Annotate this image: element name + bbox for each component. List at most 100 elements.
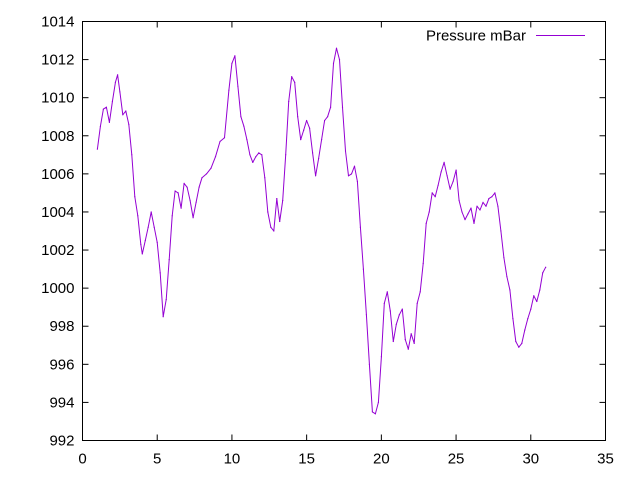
plot-frame	[82, 21, 606, 441]
data-point	[338, 59, 341, 61]
data-point	[114, 81, 116, 83]
data-point	[392, 340, 394, 343]
data-point	[297, 116, 299, 118]
y-tick-label: 998	[49, 318, 74, 335]
data-point	[279, 220, 281, 223]
data-point	[491, 196, 493, 198]
data-point	[144, 239, 146, 242]
data-point	[503, 257, 505, 259]
data-point	[542, 272, 544, 274]
x-tick-label: 15	[298, 451, 315, 468]
data-point	[318, 158, 320, 160]
data-point	[461, 211, 463, 213]
data-point	[377, 401, 379, 403]
data-point	[219, 140, 221, 143]
data-point	[264, 177, 266, 179]
data-point	[252, 161, 254, 163]
data-point	[150, 211, 152, 213]
data-point	[431, 192, 433, 194]
data-point	[108, 121, 110, 123]
data-point	[419, 291, 421, 293]
data-point	[416, 302, 418, 304]
data-point	[171, 215, 173, 217]
data-point	[389, 310, 391, 312]
data-point	[192, 217, 194, 219]
series-group	[96, 47, 547, 415]
data-point	[249, 154, 251, 156]
data-point	[174, 190, 176, 192]
y-tick-label: 1006	[41, 166, 74, 183]
x-tick-label: 5	[153, 451, 161, 468]
data-point	[153, 226, 155, 228]
data-point	[458, 199, 460, 202]
data-point	[303, 129, 305, 131]
data-point	[137, 215, 139, 217]
data-point	[125, 110, 127, 112]
data-point	[350, 173, 353, 175]
data-point	[261, 154, 263, 156]
data-point	[452, 180, 454, 183]
data-point	[332, 62, 335, 64]
x-axis: 0 5 10 15 20 25 30 35	[78, 21, 614, 468]
data-point	[359, 226, 361, 228]
x-tick-label: 0	[78, 451, 86, 468]
data-point	[398, 314, 400, 316]
data-point	[536, 300, 538, 303]
data-point	[443, 161, 445, 163]
data-point	[312, 152, 314, 154]
data-point	[341, 106, 344, 108]
y-tick-label: 992	[49, 433, 74, 450]
data-point	[315, 175, 317, 177]
data-point	[168, 259, 170, 261]
data-point	[177, 192, 179, 194]
data-point	[122, 114, 124, 116]
data-point	[395, 323, 397, 325]
data-point	[243, 125, 245, 127]
data-point	[102, 108, 104, 110]
y-axis: 992 994 996 998 1000 1002 1004 1006 1008 1010 1012…	[41, 14, 606, 450]
data-point	[506, 276, 508, 278]
data-point	[228, 89, 230, 91]
data-point	[117, 74, 119, 76]
data-point	[231, 62, 233, 64]
data-point	[449, 188, 451, 190]
data-point	[288, 100, 290, 103]
data-point	[131, 154, 133, 156]
data-point	[515, 340, 517, 343]
data-point	[240, 116, 242, 118]
data-point	[530, 308, 532, 310]
data-point	[330, 106, 332, 108]
data-point	[428, 211, 430, 213]
y-tick-label: 1000	[41, 280, 74, 297]
data-point	[159, 272, 161, 274]
data-point	[413, 342, 415, 344]
data-point	[437, 184, 439, 186]
data-point	[119, 91, 121, 93]
data-point	[374, 413, 376, 415]
data-point	[270, 226, 272, 228]
data-point	[186, 186, 188, 188]
data-point	[404, 339, 406, 341]
y-tick-label: 1010	[41, 90, 74, 107]
y-tick-label: 1012	[41, 52, 74, 69]
data-point	[183, 182, 185, 184]
data-point	[165, 299, 167, 301]
y-tick-label: 994	[49, 394, 74, 411]
data-point	[455, 169, 457, 171]
data-point	[246, 139, 248, 141]
data-point	[446, 175, 448, 177]
data-point	[527, 318, 529, 320]
data-point	[201, 177, 203, 179]
data-point	[156, 241, 158, 243]
data-point	[509, 289, 511, 291]
data-point	[401, 308, 403, 310]
data-point	[205, 173, 208, 175]
data-point	[476, 205, 478, 207]
data-point	[533, 295, 535, 297]
data-point	[356, 180, 358, 183]
data-point	[162, 316, 164, 318]
data-point	[473, 222, 475, 224]
data-point	[291, 76, 293, 78]
data-point	[147, 226, 149, 228]
